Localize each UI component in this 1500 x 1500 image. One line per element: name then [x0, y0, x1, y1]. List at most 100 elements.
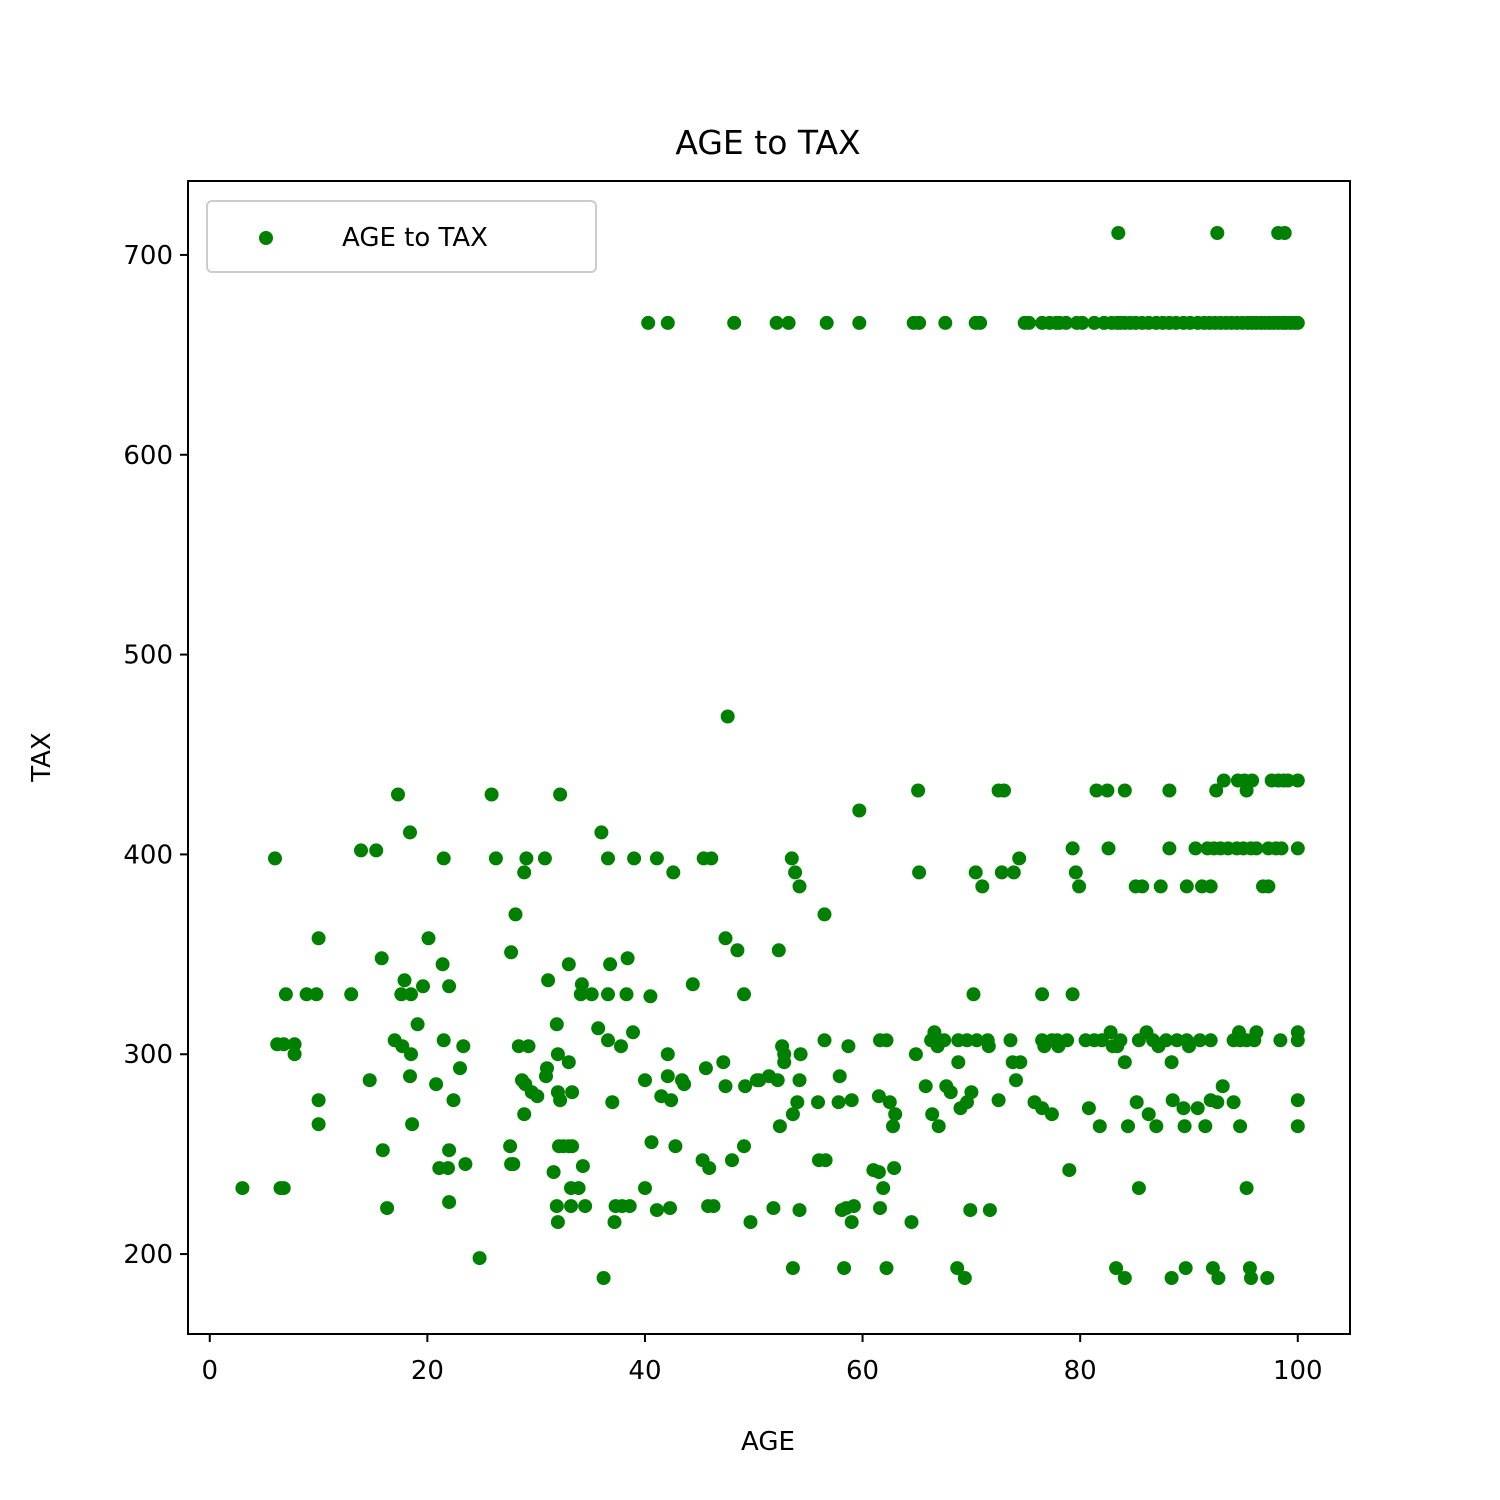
data-point-15	[973, 315, 988, 330]
data-point-250	[1164, 1055, 1179, 1070]
data-point-109	[627, 851, 642, 866]
data-point-284	[811, 1095, 825, 1110]
y-tick-label-4: 600	[123, 441, 173, 471]
data-point-371	[792, 1203, 807, 1218]
data-point-285	[831, 1095, 846, 1110]
data-point-171	[410, 1017, 425, 1032]
data-point-130	[1135, 879, 1150, 894]
data-point-74	[484, 787, 499, 802]
data-point-360	[549, 1199, 564, 1214]
y-tick-label-2: 400	[123, 840, 173, 870]
data-point-290	[925, 1107, 940, 1122]
data-point-143	[504, 945, 519, 960]
data-point-305	[1226, 1095, 1241, 1110]
data-point-231	[1151, 1039, 1166, 1054]
data-point-304	[1210, 1095, 1225, 1110]
data-point-246	[951, 1055, 966, 1070]
data-point-152	[442, 979, 457, 994]
data-point-300	[1165, 1093, 1180, 1108]
data-point-287	[871, 1089, 886, 1104]
y-axis-label: TAX	[27, 732, 57, 782]
data-point-221	[521, 1039, 536, 1054]
data-point-315	[1092, 1119, 1107, 1134]
data-point-389	[957, 1271, 972, 1285]
data-point-148	[561, 957, 576, 972]
data-point-162	[573, 987, 588, 1002]
data-point-108	[601, 851, 615, 866]
data-point-323	[375, 1143, 390, 1158]
data-point-277	[1215, 1079, 1230, 1094]
data-point-362	[578, 1199, 593, 1214]
data-point-283	[664, 1093, 679, 1108]
data-point-157	[299, 987, 314, 1002]
x-axis-label: AGE	[741, 1427, 795, 1457]
data-point-386	[837, 1261, 852, 1276]
data-point-243	[698, 1061, 713, 1076]
data-point-330	[644, 1135, 659, 1150]
data-point-380	[743, 1215, 758, 1230]
data-point-238	[793, 1047, 808, 1062]
data-point-160	[394, 987, 409, 1002]
data-point-397	[1244, 1271, 1258, 1285]
data-point-319	[1198, 1119, 1213, 1134]
data-point-267	[565, 1085, 580, 1100]
data-point-98	[1249, 841, 1264, 856]
data-point-361	[564, 1199, 578, 1214]
data-point-85	[852, 803, 867, 818]
data-point-190	[960, 1033, 974, 1048]
data-point-230	[1110, 1039, 1125, 1054]
data-point-289	[888, 1107, 903, 1122]
data-point-173	[591, 1021, 606, 1036]
data-point-298	[1129, 1095, 1144, 1110]
data-point-398	[1260, 1271, 1275, 1285]
data-point-286	[844, 1093, 859, 1108]
data-point-325	[503, 1139, 518, 1154]
data-point-153	[541, 973, 556, 988]
data-point-228	[1051, 1039, 1066, 1054]
data-point-388	[950, 1261, 965, 1276]
data-point-0	[1111, 226, 1126, 240]
data-point-382	[904, 1215, 919, 1230]
data-point-115	[354, 843, 368, 858]
data-point-116	[369, 843, 384, 858]
data-point-220	[511, 1039, 526, 1054]
data-point-124	[1006, 865, 1021, 880]
data-point-22	[1059, 315, 1073, 330]
data-point-383	[472, 1251, 487, 1266]
data-point-280	[553, 1093, 568, 1108]
data-point-318	[1177, 1119, 1192, 1134]
legend: AGE to TAX	[206, 200, 597, 273]
data-point-9	[819, 315, 834, 330]
x-tick-label-2: 40	[628, 1356, 661, 1386]
x-tick-label-5: 100	[1273, 1356, 1323, 1386]
plot-area-frame	[187, 180, 1351, 1335]
data-point-235	[550, 1047, 565, 1062]
data-point-253	[539, 1069, 553, 1084]
data-point-104	[436, 851, 451, 866]
data-point-62	[1290, 315, 1305, 330]
data-point-107	[537, 851, 552, 866]
data-point-331	[668, 1139, 683, 1154]
data-point-317	[1149, 1119, 1164, 1134]
data-point-254	[660, 1069, 675, 1084]
data-point-81	[1117, 783, 1132, 798]
data-point-370	[766, 1201, 781, 1216]
y-tick-label-5: 700	[123, 241, 173, 271]
data-point-78	[997, 783, 1011, 798]
data-point-120	[788, 865, 803, 880]
data-point-311	[886, 1119, 900, 1134]
data-point-141	[718, 931, 733, 946]
data-point-313	[405, 1117, 420, 1132]
data-point-296	[1044, 1107, 1059, 1122]
data-point-110	[649, 851, 664, 866]
data-point-73	[391, 787, 405, 802]
data-point-84	[1239, 783, 1254, 798]
data-point-128	[1072, 879, 1087, 894]
data-point-182	[436, 1033, 451, 1048]
data-point-7	[769, 315, 784, 330]
data-point-391	[1117, 1271, 1132, 1285]
data-point-72	[1290, 773, 1305, 788]
data-point-366	[649, 1203, 664, 1218]
data-point-358	[380, 1201, 395, 1216]
data-point-335	[458, 1157, 473, 1172]
